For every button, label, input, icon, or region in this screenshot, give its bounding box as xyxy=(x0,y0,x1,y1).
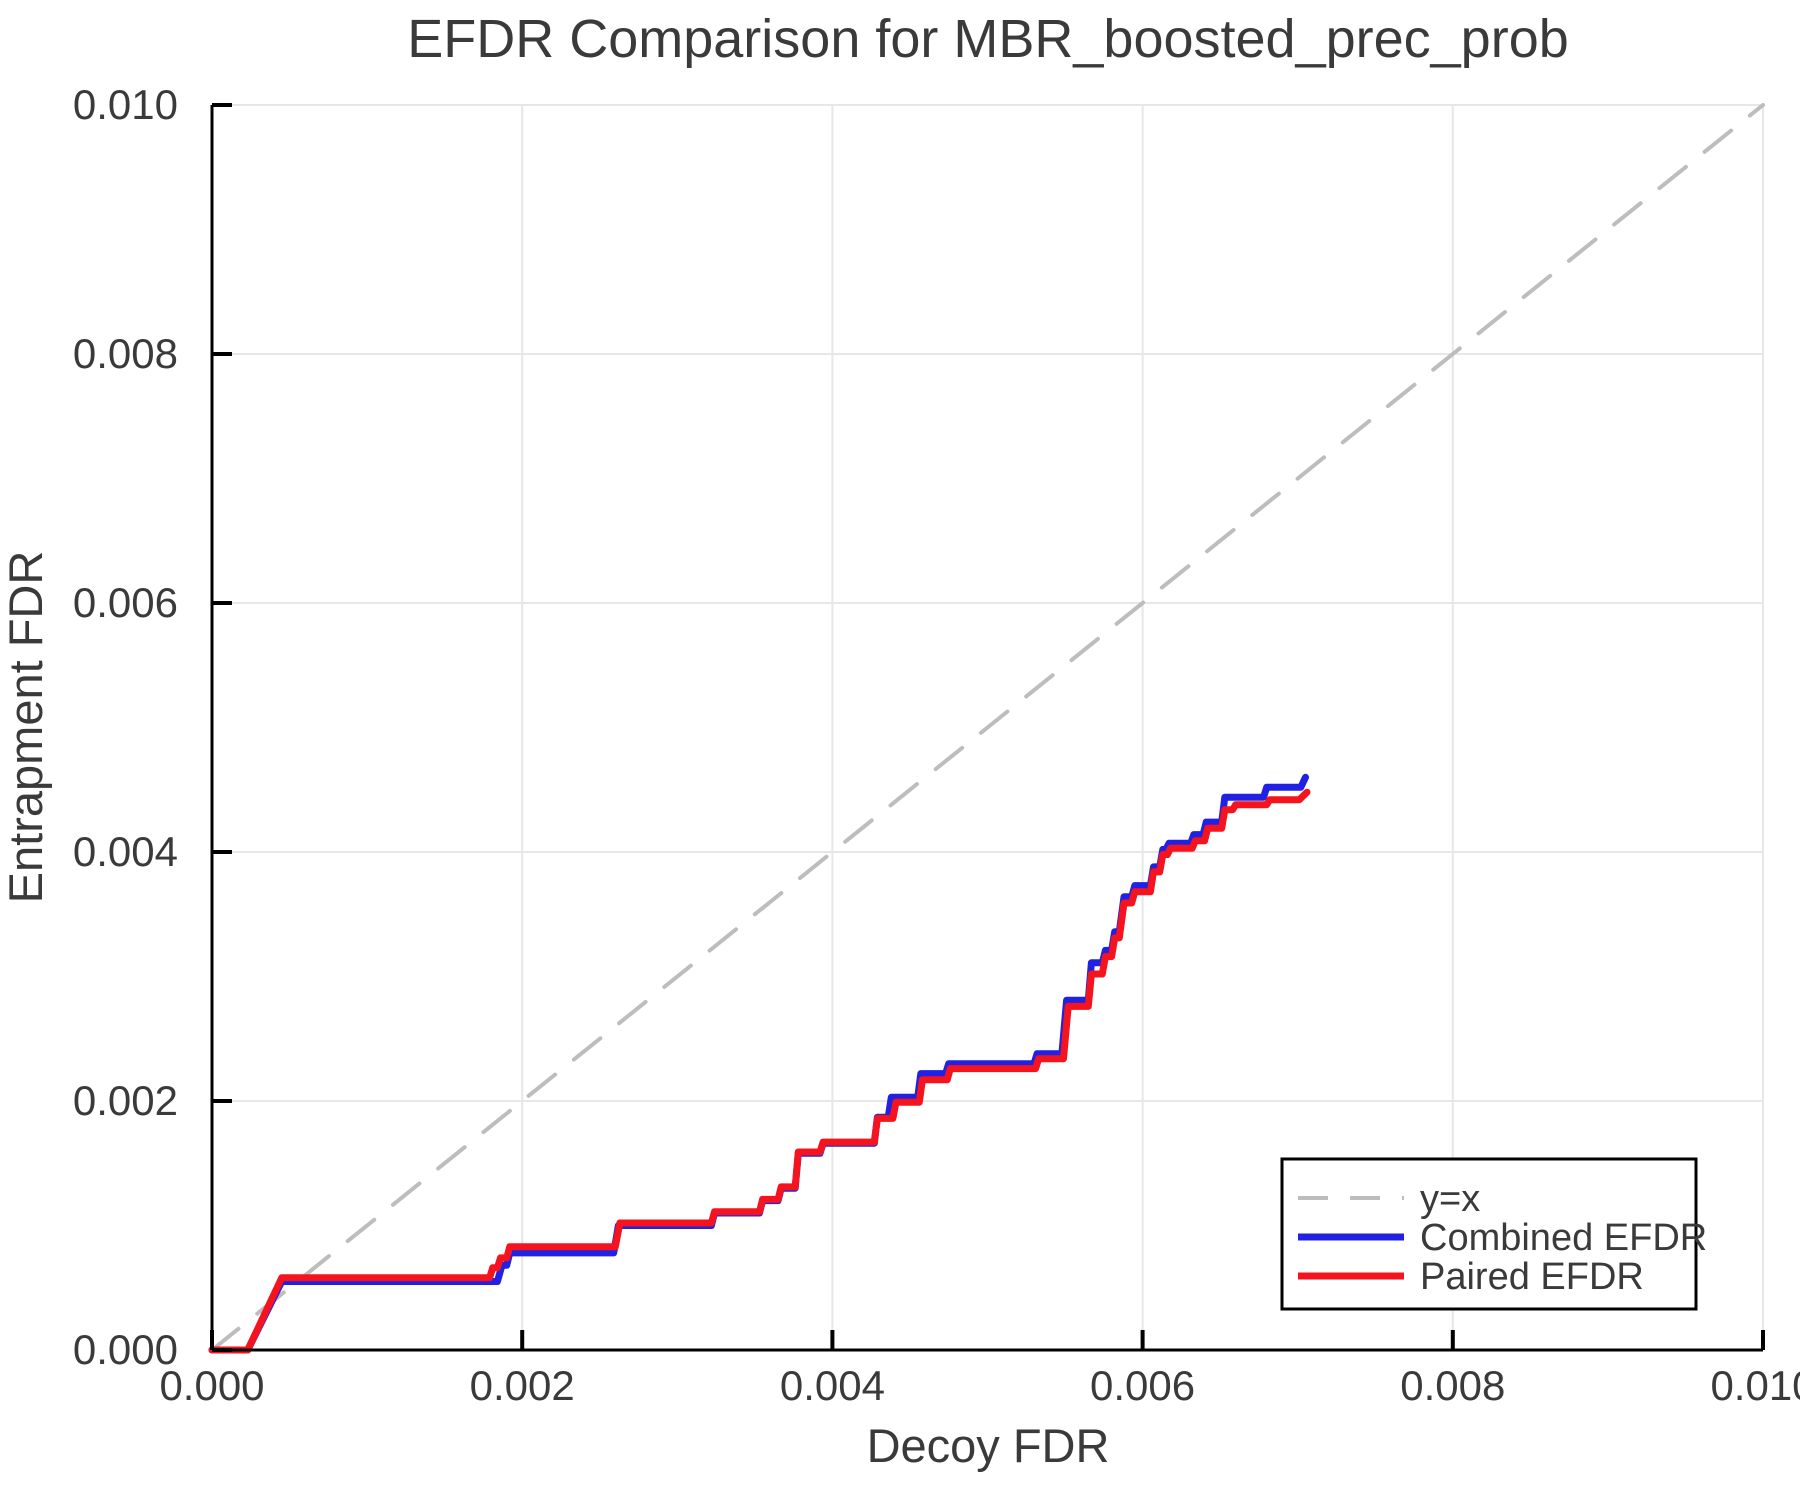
series-line-combined-efdr xyxy=(208,773,1309,1354)
axes xyxy=(210,103,1765,1352)
x-tick-label: 0.004 xyxy=(780,1362,885,1409)
series-lines xyxy=(208,103,1765,1354)
gridlines xyxy=(212,104,1764,1350)
y-tick-label: 0.000 xyxy=(73,1326,178,1373)
x-axis-label: Decoy FDR xyxy=(867,1419,1110,1472)
x-tick-label: 0.006 xyxy=(1090,1362,1195,1409)
y-axis-label: Entrapment FDR xyxy=(0,551,52,904)
y-tick-label: 0.006 xyxy=(73,579,178,626)
x-tick-label: 0.000 xyxy=(159,1362,264,1409)
y-tick-label: 0.002 xyxy=(73,1077,178,1124)
legend: y=x Combined EFDR Paired EFDR xyxy=(1280,1157,1707,1311)
x-tick-label: 0.010 xyxy=(1710,1362,1800,1409)
y-tick-label: 0.010 xyxy=(73,81,178,128)
y-tick-label: 0.004 xyxy=(73,828,178,875)
tick-labels: 0.000 0.002 0.004 0.006 0.008 0.010 0.000 0.002… xyxy=(73,81,1800,1409)
series-line-paired-efdr xyxy=(208,788,1311,1354)
legend-label-paired-efdr: Paired EFDR xyxy=(1420,1256,1644,1298)
chart-title: EFDR Comparison for MBR_boosted_prec_pro… xyxy=(407,9,1569,69)
y-tick-label: 0.008 xyxy=(73,330,178,377)
x-tick-label: 0.008 xyxy=(1400,1362,1505,1409)
series-line-y-x xyxy=(210,103,1765,1352)
x-tick-label: 0.002 xyxy=(470,1362,575,1409)
legend-label-yx-line: y=x xyxy=(1420,1178,1480,1220)
legend-label-combined-efdr: Combined EFDR xyxy=(1420,1217,1707,1259)
